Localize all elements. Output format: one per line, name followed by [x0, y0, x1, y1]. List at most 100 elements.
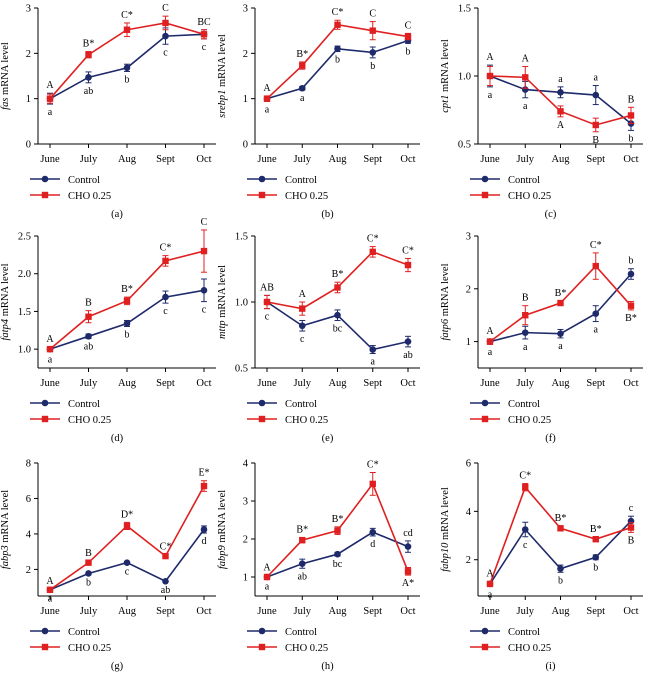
- data-point-cho: [334, 527, 341, 534]
- y-tick-label: 2.0: [18, 269, 31, 280]
- panel-a: 0 1 2 3 June July Aug Sept Oct fas mRNA level Aa B*…: [0, 3, 216, 220]
- annotation-control: ab: [161, 585, 170, 596]
- annotation-control: a: [594, 325, 599, 336]
- data-point-cho: [334, 21, 341, 28]
- annotation-control: a: [523, 101, 528, 112]
- legend-marker-cho: [41, 415, 49, 423]
- annotation-cho: E*: [198, 468, 209, 479]
- data-point-control: [200, 526, 208, 533]
- panel-b: 0 1 2 3 June July Aug Sept Oct srebp1 mRNA level A…: [217, 4, 420, 220]
- legend-marker-cho: [258, 191, 266, 199]
- annotation-control: a: [488, 589, 493, 600]
- legend-label-cho: CHO 0.25: [285, 643, 328, 654]
- data-point-cho: [162, 19, 169, 27]
- data-point-cho: [162, 552, 169, 560]
- annotation-cho: A*: [402, 578, 414, 589]
- annotation-cho: A: [557, 120, 565, 131]
- x-tick-label: Sept: [156, 154, 175, 165]
- legend-label-control: Control: [285, 175, 317, 186]
- annotation-control: a: [488, 347, 493, 358]
- legend-marker-control: [481, 175, 489, 183]
- x-tick-label: Aug: [328, 154, 347, 165]
- x-tick-label: Aug: [551, 606, 570, 617]
- data-point-control: [557, 330, 564, 337]
- x-tick-label: June: [480, 378, 500, 389]
- x-tick-label: July: [516, 154, 534, 165]
- annotation-control: a: [265, 582, 270, 593]
- y-tick-label: 0: [26, 140, 31, 151]
- data-point-cho: [46, 95, 54, 102]
- annotation-cho: A: [486, 52, 494, 63]
- legend-marker-cho: [41, 643, 49, 651]
- x-tick-label: Oct: [196, 378, 211, 389]
- legend-label-cho: CHO 0.25: [285, 415, 328, 426]
- x-tick-label: Sept: [363, 378, 382, 389]
- x-tick-label: Aug: [551, 154, 570, 165]
- data-point-control: [298, 322, 306, 330]
- legend-label-cho: CHO 0.25: [508, 191, 551, 202]
- data-point-control: [162, 577, 169, 585]
- annotation-control: ab: [403, 350, 412, 361]
- annotation-cho: A: [46, 80, 54, 91]
- annotation-control: a: [523, 342, 528, 353]
- x-tick-label: Sept: [586, 154, 605, 165]
- legend-label-cho: CHO 0.25: [68, 191, 111, 202]
- legend-label-control: Control: [285, 627, 317, 638]
- data-point-cho: [162, 257, 169, 265]
- data-point-control: [298, 560, 306, 567]
- data-point-cho: [46, 345, 54, 353]
- data-point-control: [85, 74, 92, 81]
- annotation-cho: A: [486, 568, 494, 579]
- y-tick-label: 2.5: [18, 232, 31, 243]
- annotation-cho: B: [628, 535, 635, 546]
- annotation-cho: B: [628, 94, 635, 105]
- annotation-control: b: [125, 74, 130, 85]
- annotation-cho: C: [405, 20, 412, 31]
- legend-label-control: Control: [508, 627, 540, 638]
- data-point-cho: [522, 74, 529, 81]
- x-tick-label: Aug: [118, 378, 137, 389]
- x-tick-label: Sept: [156, 606, 175, 617]
- annotation-cho: A: [46, 576, 54, 587]
- x-tick-label: Aug: [118, 606, 137, 617]
- annotation-cho: A: [263, 83, 271, 94]
- y-tick-label: 1.0: [18, 345, 31, 356]
- panel-label: (b): [321, 209, 334, 220]
- x-tick-label: July: [516, 606, 534, 617]
- annotation-control: b: [629, 256, 634, 267]
- x-tick-label: June: [480, 606, 500, 617]
- annotation-control: b: [406, 46, 411, 57]
- legend-marker-control: [41, 175, 49, 183]
- legend-label-control: Control: [508, 175, 540, 186]
- annotation-cho: BC: [197, 17, 211, 28]
- annotation-control: a: [594, 73, 599, 84]
- data-point-cho: [200, 31, 208, 38]
- annotation-control: c: [523, 540, 528, 551]
- data-point-cho: [486, 580, 494, 588]
- y-tick-label: 0.5: [458, 140, 471, 151]
- y-tick-label: 6: [26, 494, 31, 505]
- annotation-cho: B*: [296, 49, 308, 60]
- data-point-cho: [369, 248, 376, 256]
- legend-marker-cho: [258, 643, 266, 651]
- x-tick-label: Sept: [586, 606, 605, 617]
- y-axis-label: fatp4 mRNA level: [0, 263, 11, 340]
- panel-f: 1 2 3 June July Aug Sept Oct fatp6 mRNA level Aa B…: [440, 232, 643, 444]
- annotation-cho: D*: [121, 509, 133, 520]
- data-point-control: [123, 64, 131, 72]
- y-tick-label: 1: [466, 337, 471, 348]
- x-tick-label: Sept: [363, 154, 382, 165]
- y-tick-label: 1.0: [235, 298, 248, 309]
- annotation-control: b: [629, 133, 634, 144]
- x-tick-label: June: [257, 378, 277, 389]
- x-tick-label: Oct: [623, 606, 638, 617]
- y-axis-label: mttp mRNA level: [217, 265, 228, 339]
- x-tick-label: July: [80, 606, 98, 617]
- legend-marker-control: [41, 399, 49, 407]
- annotation-cho: B*: [555, 513, 567, 524]
- data-point-control: [592, 310, 600, 317]
- y-tick-label: 1: [26, 94, 31, 105]
- legend-marker-cho: [41, 191, 49, 199]
- y-axis-label: cpt1 mRNA level: [440, 39, 451, 113]
- x-tick-label: Sept: [586, 378, 605, 389]
